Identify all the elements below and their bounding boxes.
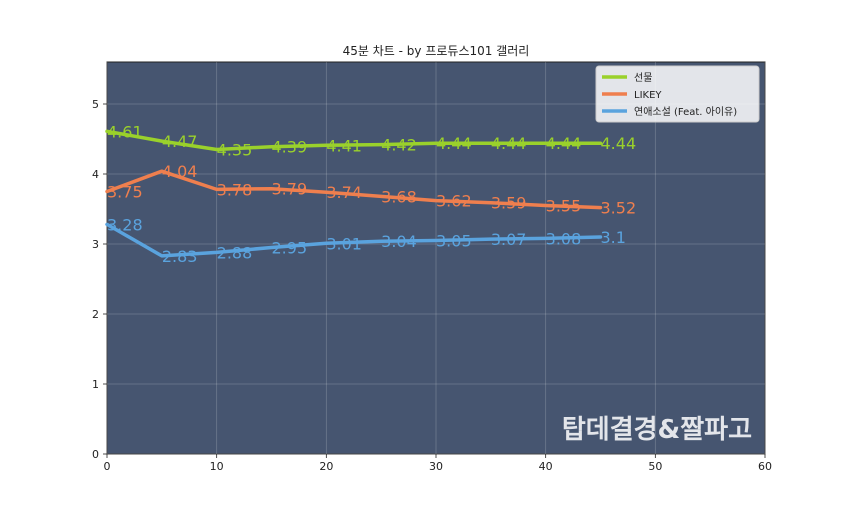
- axes: 0 10 20 30 40 50 60 0 1 2 3 4 5: [92, 98, 772, 473]
- data-label: 4.41: [326, 136, 362, 155]
- data-label: 3.78: [217, 180, 253, 199]
- data-label: 2.95: [272, 239, 308, 258]
- data-label: 3.28: [107, 215, 143, 234]
- plot-area: [106, 61, 766, 455]
- chart-title: 45분 차트 - by 프로듀스101 갤러리: [343, 44, 530, 58]
- data-label: 3.52: [601, 199, 637, 218]
- data-label: 3.74: [326, 183, 362, 202]
- data-label: 3.1: [601, 228, 626, 247]
- x-tick-label: 40: [539, 460, 553, 473]
- x-tick-label: 50: [648, 460, 662, 473]
- x-tick-label: 60: [758, 460, 772, 473]
- data-label: 4.35: [217, 141, 253, 160]
- data-label: 2.88: [217, 243, 253, 262]
- legend-label: LIKEY: [634, 90, 662, 101]
- data-label: 3.62: [436, 192, 472, 211]
- data-label: 3.55: [546, 197, 582, 216]
- x-tick-label: 10: [210, 460, 224, 473]
- series-line-1: [105, 129, 603, 152]
- y-tick-label: 5: [92, 98, 99, 111]
- y-tick-label: 1: [92, 378, 99, 391]
- y-tick-label: 3: [92, 238, 99, 251]
- legend-box: [595, 65, 760, 123]
- data-label: 4.44: [436, 134, 472, 153]
- legend: 선물 LIKEY 연애소설 (Feat. 아이유): [595, 65, 760, 123]
- data-label: 4.39: [272, 138, 308, 157]
- data-label: 3.01: [326, 234, 362, 253]
- data-label: 3.07: [491, 230, 527, 249]
- x-tick-label: 20: [319, 460, 333, 473]
- data-label: 3.08: [546, 229, 582, 248]
- data-labels: 4.61 4.47 4.35 4.39 4.41 4.42 4.44 4.44 4.44 4.44…: [107, 122, 636, 266]
- data-label: 3.75: [107, 183, 143, 202]
- x-tick-label: 0: [104, 460, 111, 473]
- x-tick-label: 30: [429, 460, 443, 473]
- grid-lines: [106, 62, 766, 455]
- data-label: 4.61: [107, 122, 143, 141]
- watermark-text: 탑데결경&짤파고: [562, 415, 752, 445]
- data-label: 4.47: [162, 132, 198, 151]
- legend-label: 선물: [634, 72, 652, 84]
- data-label: 4.44: [491, 134, 527, 153]
- data-label: 3.79: [272, 180, 308, 199]
- series-line-2: [105, 169, 603, 210]
- data-label: 4.42: [381, 136, 417, 155]
- data-label: 2.83: [162, 247, 198, 266]
- series-line-3: [105, 222, 603, 258]
- series-lines: [105, 129, 603, 258]
- data-label: 4.04: [162, 162, 198, 181]
- y-tick-label: 2: [92, 308, 99, 321]
- y-tick-label: 0: [92, 448, 99, 461]
- data-label: 3.04: [381, 232, 417, 251]
- data-label: 4.44: [546, 134, 582, 153]
- y-tick-label: 4: [92, 168, 99, 181]
- data-label: 3.05: [436, 232, 472, 251]
- data-label: 4.44: [601, 134, 637, 153]
- data-label: 3.68: [381, 187, 417, 206]
- legend-label: 연애소설 (Feat. 아이유): [634, 106, 737, 118]
- data-label: 3.59: [491, 194, 527, 213]
